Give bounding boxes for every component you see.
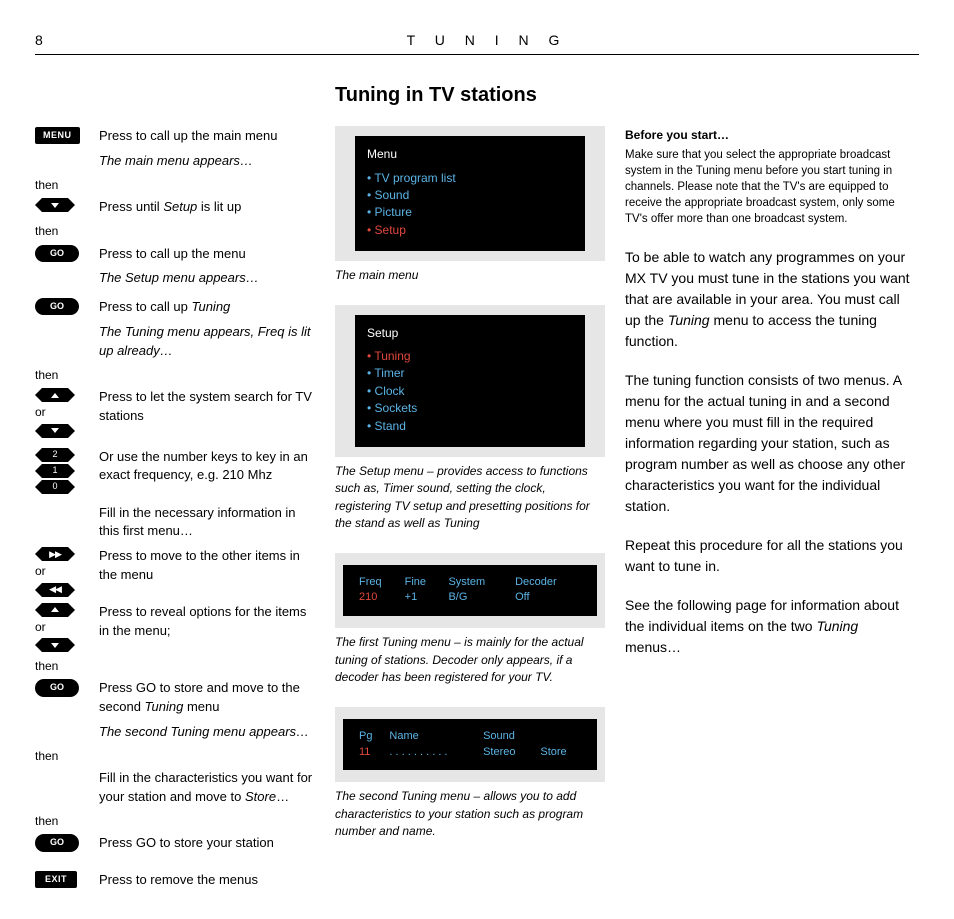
then-label: then (35, 367, 315, 384)
step-text: Press to call up the main menu (99, 127, 315, 146)
col-value: B/G (444, 590, 511, 606)
menu-item: Picture (367, 204, 573, 221)
then-label: then (35, 223, 315, 240)
tuning1-screen: Freq Fine System Decoder 210 +1 B/G Off (335, 553, 605, 629)
menu-item: Sound (367, 187, 573, 204)
screens-column: Tuning in TV stations Menu TV program li… (335, 81, 605, 896)
step-text: Press to reveal options for the items in… (99, 603, 315, 641)
col-header (536, 729, 585, 745)
menu-item: Timer (367, 365, 573, 382)
col-header: System (444, 575, 511, 591)
step-note: The main menu appears… (99, 152, 315, 171)
down-button-icon (35, 198, 75, 212)
screen-caption: The second Tuning menu – allows you to a… (335, 788, 605, 840)
or-label: or (35, 563, 46, 580)
menu-item: Clock (367, 383, 573, 400)
col-value: +1 (401, 590, 445, 606)
col-header: Sound (479, 729, 536, 745)
body-text-column: Before you start… Make sure that you sel… (625, 81, 910, 896)
step-text: Press to remove the menus (99, 871, 315, 890)
tuning2-screen: Pg Name Sound 11 . . . . . . . . . . Ste… (335, 707, 605, 783)
step-text: Fill in the necessary information in thi… (99, 504, 315, 542)
step-text: Press GO to store your station (99, 834, 315, 853)
then-label: then (35, 177, 315, 194)
screen-caption: The Setup menu – provides access to func… (335, 463, 605, 533)
step-text: Press to call up Tuning (99, 298, 315, 317)
step-text: Press until Setup is lit up (99, 198, 315, 217)
step-text: Press to move to the other items in the … (99, 547, 315, 585)
go-button-icon: GO (35, 245, 79, 262)
col-value: Stereo (479, 745, 536, 761)
col-header: Pg (355, 729, 385, 745)
col-value: 210 (355, 590, 401, 606)
menu-button-icon: MENU (35, 127, 80, 144)
down-button-icon (35, 638, 75, 652)
num-key-icon: 0 (35, 480, 75, 494)
steps-column: MENU Press to call up the main menu The … (35, 81, 315, 896)
or-label: or (35, 404, 46, 421)
menu-item: Sockets (367, 400, 573, 417)
before-start-text: Make sure that you select the appropriat… (625, 147, 910, 227)
page-number: 8 (35, 30, 55, 50)
then-label: then (35, 813, 315, 830)
menu-item-highlight: Setup (367, 222, 573, 239)
screen-title: Setup (367, 325, 573, 342)
num-key-icon: 1 (35, 464, 75, 478)
step-note: The Tuning menu appears, Freq is lit up … (99, 323, 315, 361)
exit-button-icon: EXIT (35, 871, 77, 888)
menu-item-highlight: Tuning (367, 348, 573, 365)
num-key-icon: 2 (35, 448, 75, 462)
col-header: Decoder (511, 575, 585, 591)
go-button-icon: GO (35, 834, 79, 851)
then-label: then (35, 658, 315, 675)
main-menu-screen: Menu TV program list Sound Picture Setup (335, 126, 605, 261)
screen-caption: The main menu (335, 267, 605, 284)
menu-item: Stand (367, 418, 573, 435)
step-text: Or use the number keys to key in an exac… (99, 448, 315, 486)
step-text: Press GO to store and move to the second… (99, 679, 315, 717)
col-value: . . . . . . . . . . (385, 745, 479, 761)
screen-caption: The first Tuning menu – is mainly for th… (335, 634, 605, 686)
col-header: Name (385, 729, 479, 745)
body-paragraph: See the following page for information a… (625, 595, 910, 658)
go-button-icon: GO (35, 298, 79, 315)
step-note: The second Tuning menu appears… (99, 723, 315, 742)
body-paragraph: The tuning function consists of two menu… (625, 370, 910, 517)
up-button-icon (35, 388, 75, 402)
setup-menu-screen: Setup Tuning Timer Clock Sockets Stand (335, 305, 605, 457)
up-button-icon (35, 603, 75, 617)
col-value: 11 (355, 745, 385, 761)
col-header: Fine (401, 575, 445, 591)
ff-button-icon: ▶▶ (35, 547, 75, 561)
menu-item: TV program list (367, 170, 573, 187)
body-paragraph: To be able to watch any programmes on yo… (625, 247, 910, 352)
then-label: then (35, 748, 315, 765)
step-text: Fill in the characteristics you want for… (99, 769, 315, 807)
or-label: or (35, 619, 46, 636)
step-text: Press to let the system search for TV st… (99, 388, 315, 426)
header-divider (35, 54, 919, 55)
col-header: Freq (355, 575, 401, 591)
step-note: The Setup menu appears… (99, 269, 315, 288)
before-start-heading: Before you start… (625, 127, 910, 144)
page-title: Tuning in TV stations (335, 81, 605, 110)
rw-button-icon: ◀◀ (35, 583, 75, 597)
screen-title: Menu (367, 146, 573, 163)
col-value: Off (511, 590, 585, 606)
go-button-icon: GO (35, 679, 79, 696)
col-value: Store (536, 745, 585, 761)
step-text: Press to call up the menu (99, 245, 315, 264)
body-paragraph: Repeat this procedure for all the statio… (625, 535, 910, 577)
chapter-title: T U N I N G (55, 30, 919, 50)
down-button-icon (35, 424, 75, 438)
